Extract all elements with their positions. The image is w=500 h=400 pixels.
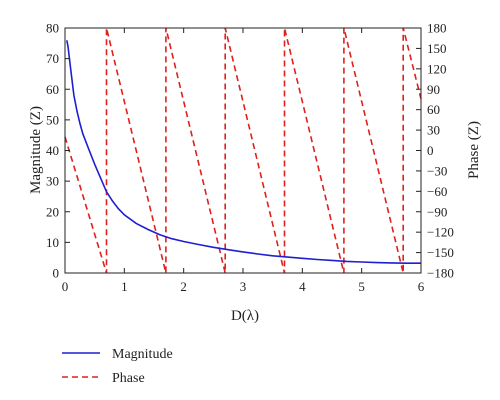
right-y-tick-label: −60 (427, 184, 447, 199)
legend: Magnitude Phase (62, 347, 173, 386)
x-axis-title: D(λ) (231, 308, 259, 324)
left-y-tick-label: 0 (53, 266, 60, 281)
right-y-tick-label: −30 (427, 163, 447, 178)
right-y-tick-label: −90 (427, 204, 447, 219)
right-y-tick-label: −120 (427, 225, 454, 240)
right-y-axis-title: Phase (Z) (466, 121, 482, 179)
right-y-tick-label: 90 (427, 82, 440, 97)
x-tick-label: 6 (418, 279, 425, 294)
left-y-tick-label: 20 (46, 204, 59, 219)
legend-magnitude-label: Magnitude (112, 347, 173, 362)
x-tick-label: 5 (358, 279, 365, 294)
left-y-tick-label: 60 (46, 82, 59, 97)
x-tick-label: 3 (240, 279, 247, 294)
phase-line (64, 27, 422, 274)
left-y-tick-label: 80 (46, 21, 59, 36)
right-y-tick-label: −180 (427, 266, 454, 281)
magnitude-line (66, 40, 421, 265)
left-y-tick-label: 70 (46, 51, 59, 66)
right-y-axis-ticks: −180 −150 −120 −90 −60 −30 0 30 60 90 120 150 180 (416, 21, 454, 281)
right-y-tick-label: −150 (427, 245, 454, 260)
x-tick-label: 1 (121, 279, 128, 294)
right-y-tick-label: 30 (427, 123, 440, 138)
right-y-tick-label: 180 (427, 21, 447, 36)
right-y-tick-label: 120 (427, 61, 447, 76)
x-tick-label: 2 (180, 279, 187, 294)
right-y-tick-label: 0 (427, 143, 434, 158)
plot-frame (64, 27, 422, 274)
left-y-tick-label: 10 (46, 235, 59, 250)
right-y-tick-label: 150 (427, 41, 447, 56)
left-y-axis-ticks: 0 10 20 30 40 50 60 70 80 (46, 21, 70, 281)
left-y-tick-label: 30 (46, 174, 59, 189)
right-y-tick-label: 60 (427, 102, 440, 117)
phase-series (64, 27, 422, 274)
magnitude-series (66, 40, 421, 265)
x-axis-ticks: 0 1 2 3 4 5 6 (62, 28, 425, 294)
x-tick-label: 4 (299, 279, 306, 294)
left-y-tick-label: 50 (46, 112, 59, 127)
left-y-tick-label: 40 (46, 143, 59, 158)
x-tick-label: 0 (62, 279, 69, 294)
legend-phase-label: Phase (112, 371, 145, 386)
left-y-axis-title: Magnitude (Z) (28, 106, 44, 194)
